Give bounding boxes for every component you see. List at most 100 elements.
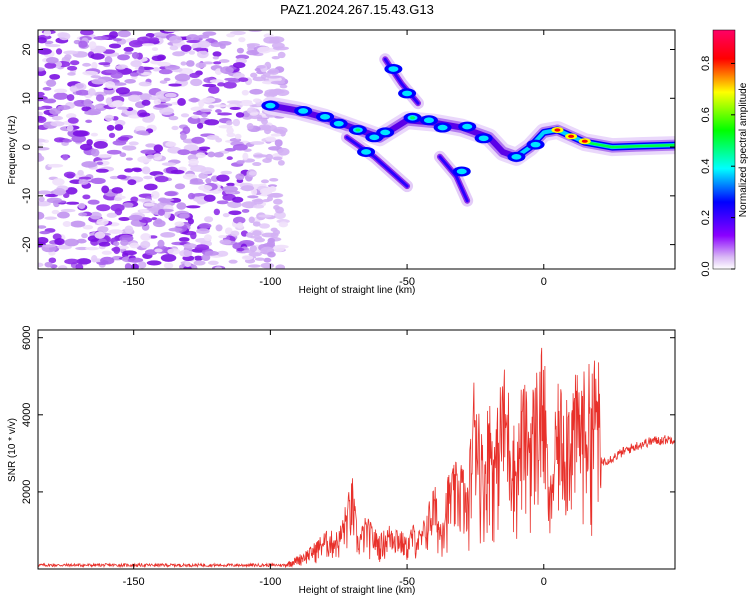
spectrogram-cell — [82, 225, 94, 230]
spectrogram-cell — [272, 245, 285, 252]
spectrogram-cell — [232, 62, 246, 69]
spectrogram-cell — [262, 72, 271, 77]
spectrogram-cell — [98, 62, 111, 66]
spectrogram-cell — [85, 246, 100, 251]
spectrogram-cell — [138, 81, 152, 87]
spectrogram-cell — [215, 109, 222, 113]
spectrogram-cell — [253, 237, 266, 243]
spectrogram-peak — [410, 116, 416, 120]
spectrogram-cell — [268, 68, 280, 75]
spectrogram-cell — [190, 78, 203, 87]
spectrogram-cell — [252, 98, 262, 103]
spectrogram-cell — [76, 238, 87, 244]
spectrogram-cell — [159, 80, 168, 84]
spectrogram-cell — [218, 125, 233, 129]
y-tick-label: 10 — [21, 92, 33, 104]
spectrogram-cell — [57, 211, 70, 219]
spectrogram-cell — [146, 260, 162, 266]
spectrogram-cell — [154, 175, 169, 183]
spectrogram-cell — [42, 86, 52, 91]
spectrogram-cell — [241, 89, 249, 96]
spectrogram-cell — [70, 220, 86, 228]
spectrogram-cell — [187, 218, 194, 225]
spectrogram-cell — [128, 214, 143, 221]
snr-series — [38, 347, 675, 569]
spectrogram-cell — [117, 174, 127, 180]
spectrogram-cell — [130, 263, 139, 269]
spectrogram-peak — [388, 66, 399, 72]
spectrogram-cell — [168, 115, 179, 121]
spectrogram-cell — [44, 216, 58, 220]
spectrogram-cell — [236, 47, 244, 54]
spectrogram-cell — [38, 196, 45, 203]
spectrogram-cell — [159, 107, 174, 116]
spectrogram-cell — [278, 221, 289, 228]
spectrogram-cell — [232, 72, 245, 79]
spectrogram-cell — [96, 161, 104, 165]
y-tick-label: 6000 — [21, 325, 33, 349]
spectrogram-cell — [247, 43, 256, 49]
y-tick-label: -10 — [21, 188, 33, 204]
spectrogram-cell — [132, 168, 143, 173]
spectrogram-cell — [67, 117, 79, 124]
spectrogram-cell — [266, 196, 273, 202]
spectrogram-cell — [123, 46, 134, 52]
y-tick-label: -20 — [21, 237, 33, 253]
spectrogram-cell — [226, 126, 234, 135]
spectrogram-cell — [117, 136, 130, 141]
spectrogram-cell — [236, 160, 245, 165]
spectrogram-cell — [214, 266, 222, 269]
spectrogram-cell — [195, 62, 207, 69]
spectrogram-cell — [248, 30, 263, 33]
spectrogram-cell — [44, 193, 59, 198]
x-tick-label: -150 — [123, 276, 145, 288]
spectrogram-cell — [122, 202, 134, 208]
spectrogram-cell — [246, 50, 260, 56]
x-tick-label: -50 — [399, 276, 415, 288]
spectrogram-cell — [105, 97, 113, 105]
spectrogram-cell — [270, 80, 286, 85]
spectrogram-ridge — [438, 155, 469, 203]
spectrogram-cell — [96, 218, 109, 226]
spectrogram-cell — [78, 202, 86, 210]
spectrogram-cell — [91, 255, 98, 263]
spectrogram-cell — [188, 50, 196, 55]
spectrogram-cell — [62, 220, 72, 227]
spectrogram-cell — [257, 46, 272, 54]
spectrogram-cell — [39, 230, 51, 235]
spectrogram-cell — [274, 211, 286, 220]
spectrogram-cell — [81, 161, 98, 168]
spectrogram-cell — [191, 115, 200, 119]
spectrogram-cell — [91, 78, 106, 85]
spectrogram-cell — [128, 39, 144, 48]
spectrogram-cell — [266, 75, 281, 79]
spectrogram-cell — [189, 72, 200, 79]
spectrogram-cell — [88, 41, 97, 50]
spectrogram-cell — [38, 111, 44, 117]
spectrogram-cell — [230, 230, 240, 237]
spectrogram-cell — [208, 104, 215, 109]
spectrogram-cell — [217, 82, 226, 87]
spectrogram-cell — [90, 177, 106, 185]
colorbar-tick-label: 0.8 — [700, 56, 712, 71]
spectrogram-peak — [265, 102, 276, 109]
spectrogram-cell — [241, 208, 250, 213]
spectrogram-cell — [197, 200, 206, 205]
spectrogram-cell — [216, 200, 229, 205]
spectrogram-cell — [196, 228, 210, 235]
snr-panel: -150 -100 -50 0 2000 4000 6000 Height of strai… — [7, 325, 676, 596]
spectrogram-cell — [267, 251, 276, 258]
spectrogram-cell — [106, 124, 115, 131]
spectrogram-cell — [249, 112, 259, 116]
spectrogram-cell — [122, 250, 137, 256]
spectrogram-cell — [236, 247, 245, 252]
spectrogram-cell — [203, 194, 216, 202]
spectrogram-cell — [161, 162, 177, 166]
spectrogram-cell — [96, 204, 111, 212]
snr-ticks: -150 -100 -50 0 2000 4000 6000 — [21, 325, 675, 588]
spectrogram-cell — [51, 115, 64, 121]
spectrogram-cell — [204, 119, 220, 126]
spectrogram-cell — [193, 260, 206, 266]
spectrogram-cell — [253, 154, 269, 158]
